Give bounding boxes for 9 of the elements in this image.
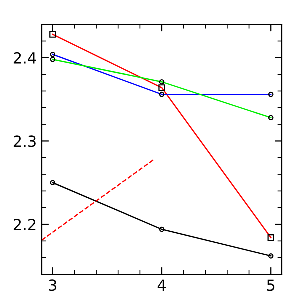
y-tick-label: 2.4 xyxy=(14,52,36,64)
y-tick-label: 2.2 xyxy=(14,218,36,230)
point xyxy=(50,180,56,186)
x-tick-label: 3 xyxy=(49,280,57,292)
point xyxy=(159,226,165,232)
point xyxy=(268,254,274,259)
x-tick-label: 4 xyxy=(158,280,166,291)
y-tick-label: 2.3 xyxy=(14,136,36,148)
x-tick-label: 5 xyxy=(267,280,275,292)
